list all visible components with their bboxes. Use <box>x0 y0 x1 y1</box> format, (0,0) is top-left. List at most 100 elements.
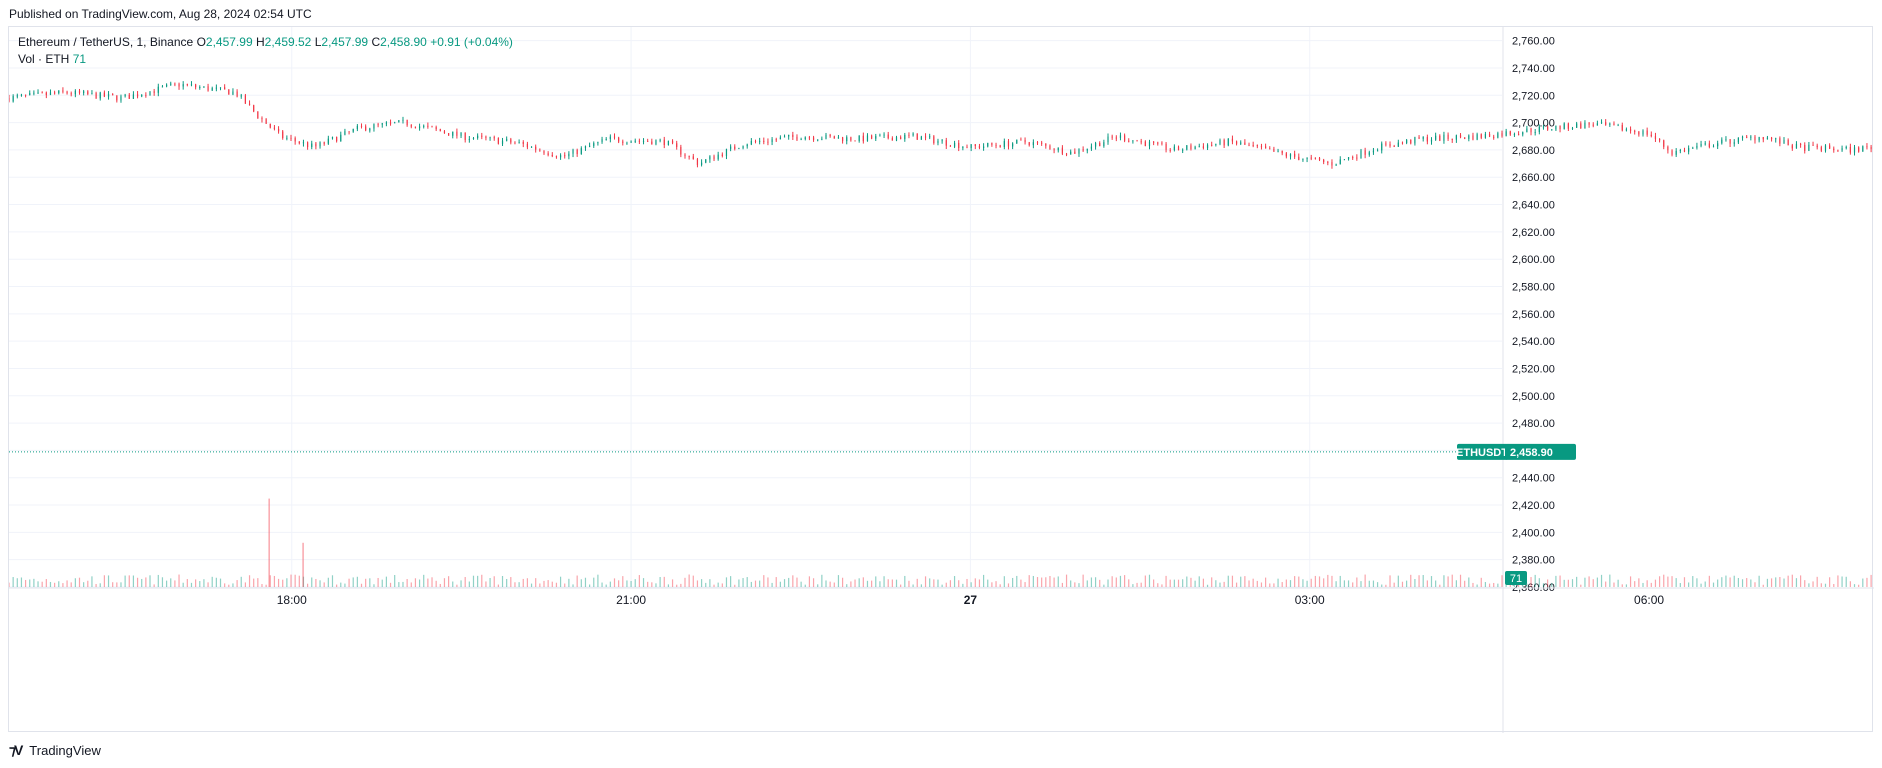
volume-bar <box>1314 575 1316 587</box>
volume-bar <box>1447 576 1449 587</box>
candle-body <box>920 136 922 140</box>
volume-bar <box>1339 575 1341 587</box>
volume-bar <box>564 583 566 587</box>
candle-body <box>642 140 645 142</box>
candle-body <box>1476 134 1478 140</box>
price-tick-label: 2,760.00 <box>1512 36 1555 48</box>
candle-body <box>713 156 715 160</box>
candle-body <box>219 87 222 89</box>
volume-bar <box>771 582 773 587</box>
candle-body <box>203 86 205 88</box>
volume-bar <box>1426 580 1428 587</box>
candle-body <box>1215 143 1217 145</box>
candle-body <box>613 136 616 138</box>
volume-bar <box>1277 578 1279 587</box>
volume-bar <box>1667 576 1669 587</box>
volume-bar <box>54 582 56 587</box>
candle-body <box>182 84 184 87</box>
volume-bar <box>307 583 309 587</box>
volume-bar <box>1397 575 1399 587</box>
volume-bar <box>215 577 217 587</box>
candle-body <box>294 138 296 142</box>
volume-bar <box>443 578 446 587</box>
volume-bar <box>83 582 85 587</box>
candle-body <box>1426 137 1428 142</box>
candle-body <box>609 136 611 139</box>
volume-bar <box>232 583 234 587</box>
price-tick-label: 2,700.00 <box>1512 118 1555 130</box>
candle-body <box>655 140 657 145</box>
volume-bar <box>866 580 869 587</box>
candle-body <box>348 131 350 133</box>
volume-bar <box>128 575 130 587</box>
volume-bar <box>1642 582 1644 587</box>
volume-bar <box>841 577 844 587</box>
volume-bar <box>676 584 678 587</box>
candle-body <box>373 124 375 129</box>
candle-body <box>1314 157 1316 159</box>
volume-bar <box>70 582 72 587</box>
volume-bar <box>1285 579 1287 587</box>
candle-body <box>87 91 89 95</box>
candle-body <box>1547 126 1549 130</box>
volume-bar <box>655 583 657 587</box>
volume-bar <box>1717 579 1719 587</box>
volume-bar <box>190 582 193 587</box>
price-chart[interactable]: 2,760.00 2,740.00 2,720.00 2,700.00 2,680.00… <box>9 27 1874 733</box>
candle-body <box>141 94 143 97</box>
candle-body <box>1003 141 1005 147</box>
candle-body <box>1779 138 1781 144</box>
volume-bar <box>1347 580 1350 587</box>
volume-row: Vol · ETH 71 <box>18 51 513 68</box>
candle-body <box>1219 140 1221 144</box>
volume-bar <box>1057 576 1059 587</box>
volume-bar <box>738 579 740 587</box>
volume-bar <box>103 575 105 587</box>
symbol-title[interactable]: Ethereum / TetherUS, 1, Binance <box>18 35 194 49</box>
volume-bar <box>862 577 864 587</box>
candle-body <box>1231 138 1234 142</box>
candle-body <box>506 139 508 141</box>
volume-bar <box>1094 577 1097 587</box>
footer-brand[interactable]: ⁊V TradingView <box>9 742 101 759</box>
volume-bar <box>779 581 781 587</box>
candle-body <box>1658 138 1661 141</box>
volume-bar <box>966 578 968 587</box>
volume-bar <box>1845 576 1847 587</box>
volume-bar <box>360 583 363 587</box>
volume-bar <box>1617 579 1619 587</box>
volume-bar <box>1086 580 1088 587</box>
candle-body <box>875 136 877 139</box>
candle-body <box>1235 141 1238 144</box>
candle-body <box>91 93 93 95</box>
candle-body <box>1683 150 1686 152</box>
volume-bar <box>593 577 595 587</box>
volume-bar <box>257 578 259 587</box>
candle-body <box>1762 137 1764 140</box>
volume-bar <box>978 579 981 587</box>
volume-bar <box>1410 574 1412 587</box>
candle-body <box>1414 137 1416 144</box>
chart-frame[interactable]: 2,760.00 2,740.00 2,720.00 2,700.00 2,680.00… <box>8 26 1874 733</box>
candle-body <box>282 131 284 139</box>
volume-bar <box>900 584 902 587</box>
candle-body <box>659 139 661 141</box>
volume-bar <box>949 580 952 587</box>
volume-bar <box>709 579 711 587</box>
volume-bar <box>526 578 529 587</box>
volume-bar <box>1406 580 1408 587</box>
volume-bar <box>1219 582 1221 587</box>
volume-bar <box>1712 582 1715 587</box>
volume-bar <box>1248 580 1250 587</box>
candle-body <box>1613 123 1615 126</box>
volume-label[interactable]: Vol · ETH <box>18 52 70 66</box>
volume-bar <box>136 577 139 587</box>
volume-bar <box>311 577 313 587</box>
candle-body <box>1186 145 1188 150</box>
candle-body <box>1211 144 1213 146</box>
candle-body <box>1223 140 1225 146</box>
candle-body <box>1505 131 1507 136</box>
candle-body <box>1443 134 1445 141</box>
volume-bar <box>700 579 703 587</box>
volume-bar <box>622 576 624 587</box>
